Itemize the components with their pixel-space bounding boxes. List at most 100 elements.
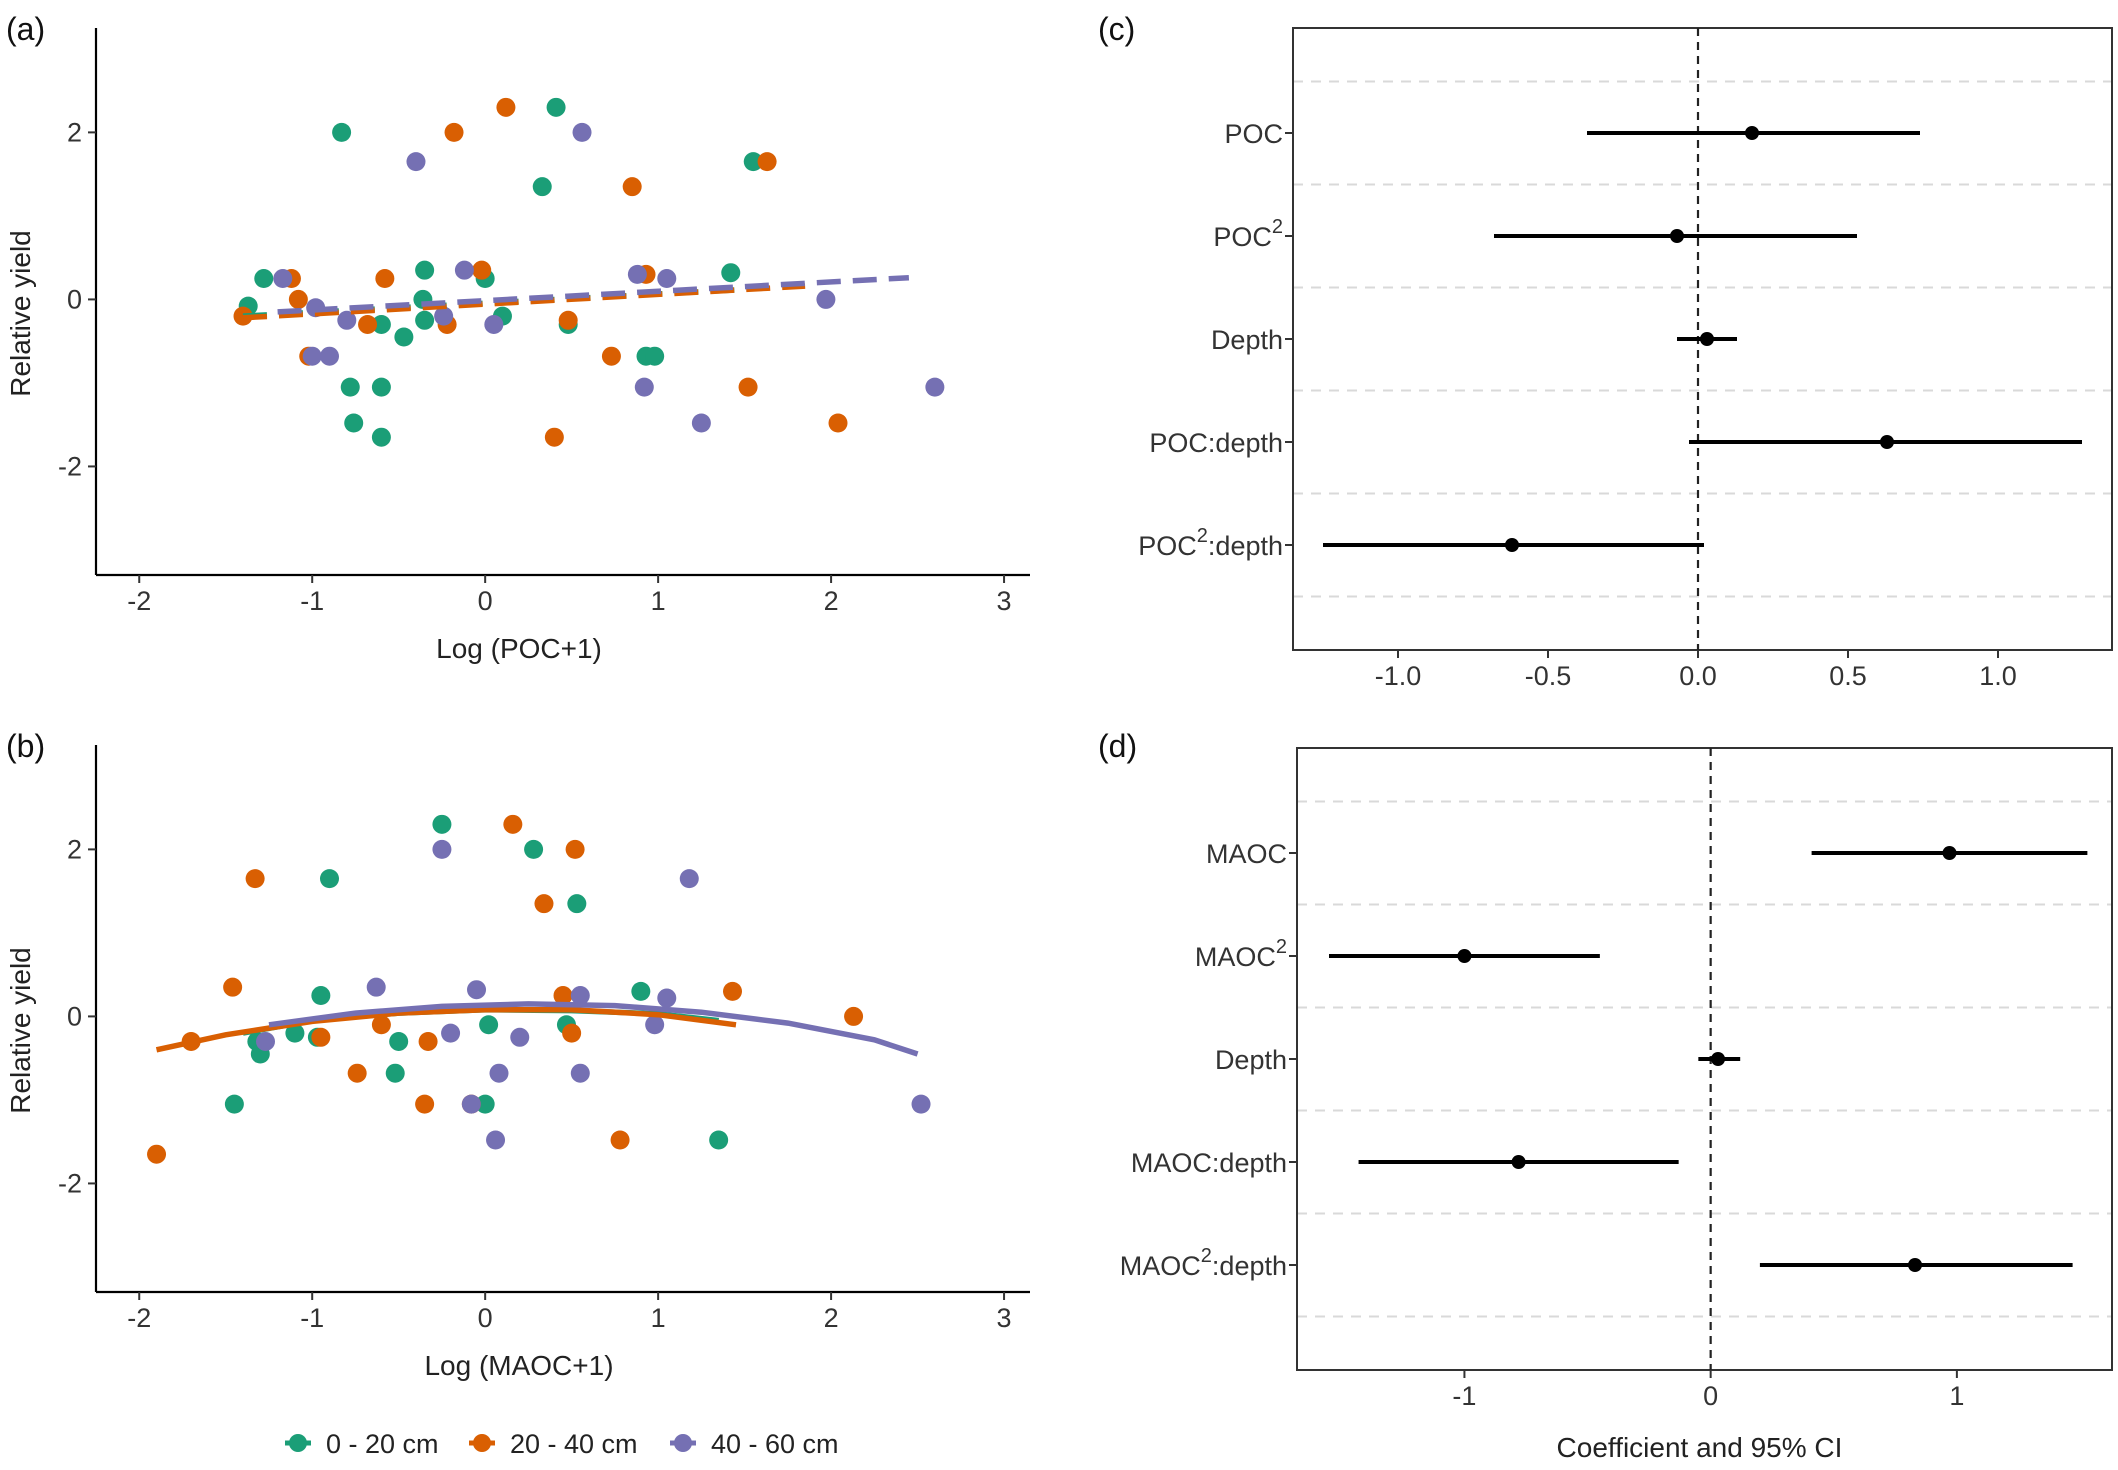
y-tick-label: 0 (67, 1001, 82, 1031)
data-point (925, 377, 945, 397)
data-point (256, 1031, 276, 1051)
y-tick-label: 2 (67, 117, 82, 147)
fit-line (277, 274, 910, 315)
data-point (394, 327, 414, 347)
data-point (510, 1027, 530, 1047)
data-point (553, 986, 573, 1006)
data-point (371, 377, 391, 397)
data-point (610, 1130, 630, 1150)
term-label: Depth (1211, 325, 1283, 355)
data-point (645, 346, 665, 366)
term-name: MAOC:depth (1131, 1148, 1287, 1178)
data-point (524, 839, 544, 859)
data-point (245, 869, 265, 889)
x-tick-label: 0 (478, 586, 493, 616)
data-point (479, 1015, 499, 1035)
legend-label: 20 - 40 cm (510, 1429, 638, 1459)
data-point (415, 260, 435, 280)
data-point (375, 269, 395, 289)
term-name: Depth (1211, 325, 1283, 355)
estimate-point (1670, 229, 1684, 243)
x-tick-label: -1.0 (1375, 661, 1422, 691)
scatter-panel: -2 -1 0 1 2 3 -2 0 2 Log (POC+1) Relative yield (a) (5, 11, 1030, 664)
data-point (631, 981, 651, 1001)
data-point (565, 839, 585, 859)
data-point (844, 1006, 864, 1026)
term-label: POC2:depth (1138, 525, 1283, 561)
legend-key-point (674, 1434, 692, 1452)
data-point (496, 97, 516, 117)
x-tick-label: 2 (824, 586, 839, 616)
estimate-point (1880, 435, 1894, 449)
term-superscript: 2 (1276, 936, 1287, 958)
term-label: POC2 (1213, 216, 1283, 252)
data-point (224, 1094, 244, 1114)
panel-label: (a) (6, 11, 45, 47)
data-point (828, 413, 848, 433)
data-point (467, 980, 487, 1000)
data-point (415, 310, 435, 330)
term-label: MAOC2 (1195, 936, 1287, 972)
data-point (302, 346, 322, 366)
term-superscript: 2 (1197, 525, 1208, 547)
data-point (472, 260, 492, 280)
x-axis-label: Log (MAOC+1) (424, 1350, 613, 1381)
data-point (567, 894, 587, 914)
data-point (371, 1015, 391, 1035)
data-point (546, 97, 566, 117)
data-point (634, 377, 654, 397)
data-point (288, 289, 308, 309)
term-label: POC:depth (1149, 428, 1283, 458)
data-point (147, 1144, 167, 1164)
term-label: MAOC (1206, 839, 1287, 869)
data-point (657, 988, 677, 1008)
x-tick-label: 3 (997, 586, 1012, 616)
estimate-point (1505, 538, 1519, 552)
fit-line (268, 1001, 919, 1057)
estimate-point (1745, 126, 1759, 140)
data-point (486, 1130, 506, 1150)
panel-label: (c) (1098, 11, 1135, 47)
estimate-point (1711, 1052, 1726, 1066)
x-tick-label: -1 (300, 586, 324, 616)
data-point (627, 264, 647, 284)
term-superscript: 2 (1272, 216, 1283, 238)
legend-key-point (473, 1434, 491, 1452)
panel-label: (b) (6, 728, 45, 764)
term-label: MAOC:depth (1131, 1148, 1287, 1178)
y-tick-label: -2 (58, 451, 82, 481)
data-point (254, 269, 274, 289)
y-tick-label: -2 (58, 1168, 82, 1198)
data-point (534, 894, 554, 914)
data-point (434, 306, 454, 326)
estimate-point (1700, 332, 1714, 346)
data-point (418, 1031, 438, 1051)
term-suffix: :depth (1208, 531, 1283, 561)
x-tick-label: 1 (651, 1303, 666, 1333)
data-point (320, 869, 339, 889)
term-name: POC (1138, 531, 1197, 561)
data-point (911, 1094, 931, 1114)
x-tick-label: 0.5 (1829, 661, 1867, 691)
data-point (622, 177, 642, 197)
x-tick-label: -2 (127, 586, 151, 616)
term-name: POC:depth (1149, 428, 1283, 458)
data-point (489, 1063, 509, 1083)
data-point (406, 152, 426, 172)
data-point (562, 1023, 582, 1043)
data-point (461, 1094, 481, 1114)
y-axis-label: Relative yield (5, 230, 36, 397)
estimate-point (1942, 846, 1957, 860)
data-point (679, 869, 699, 889)
data-point (223, 977, 243, 997)
legend-key-point (289, 1434, 307, 1452)
term-name: MAOC (1195, 942, 1276, 972)
x-tick-label: -1 (1452, 1381, 1476, 1411)
data-point (332, 122, 352, 142)
estimate-point (1457, 949, 1472, 963)
term-name: Depth (1215, 1045, 1287, 1075)
data-point (415, 1094, 435, 1114)
data-point (454, 260, 474, 280)
data-point (709, 1130, 729, 1150)
